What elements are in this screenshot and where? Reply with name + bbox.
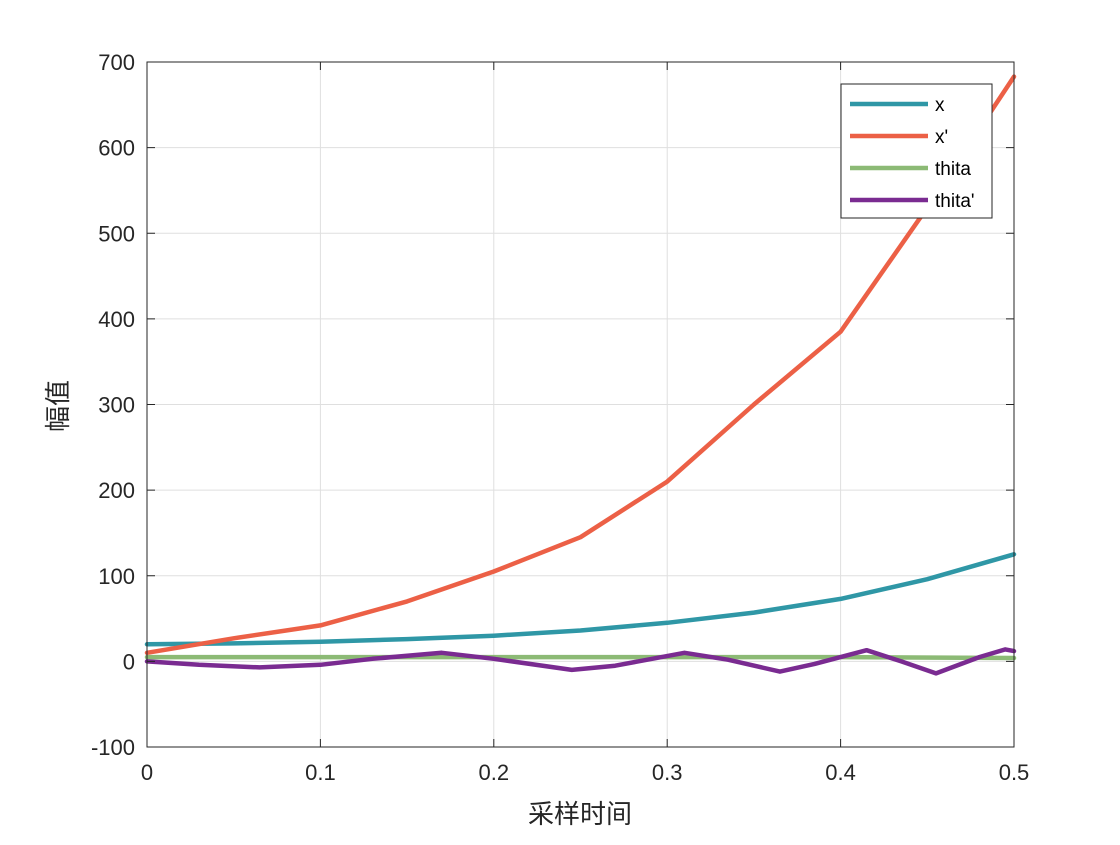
x-tick-label: 0.5 <box>999 760 1030 785</box>
series-line-3 <box>144 647 1017 676</box>
series-line-2 <box>144 654 1017 661</box>
x-tick-label: 0 <box>141 760 153 785</box>
series-lines <box>144 74 1017 676</box>
x-tick-label: 0.3 <box>652 760 683 785</box>
y-tick-label: 0 <box>123 649 135 674</box>
legend-label-1: x' <box>935 127 948 148</box>
y-axis-label: 幅值 <box>44 380 74 432</box>
legend: x x' thita thita' <box>840 83 993 219</box>
series-line-1 <box>144 74 1017 656</box>
y-tick-label: 500 <box>98 221 135 246</box>
legend-label-2: thita <box>935 159 971 180</box>
y-tick-label: 400 <box>98 307 135 332</box>
y-tick-label: 300 <box>98 393 135 418</box>
y-tick-label: 600 <box>98 136 135 161</box>
axis-ticks: 0 0.1 0.2 0.3 0.4 0.5-10001002003004005006007… <box>91 50 1029 785</box>
legend-box <box>840 83 993 219</box>
y-tick-label: -100 <box>91 735 135 760</box>
x-axis-label: 采样时间 <box>528 800 632 830</box>
series-line-0 <box>144 552 1017 647</box>
y-tick-label: 200 <box>98 478 135 503</box>
x-tick-label: 0.1 <box>305 760 336 785</box>
x-tick-label: 0.4 <box>825 760 856 785</box>
y-tick-label: 700 <box>98 50 135 75</box>
y-tick-label: 100 <box>98 564 135 589</box>
legend-label-3: thita' <box>935 191 975 212</box>
legend-items: x x' thita thita' <box>850 95 975 212</box>
x-tick-label: 0.2 <box>479 760 510 785</box>
legend-label-0: x <box>935 95 945 116</box>
